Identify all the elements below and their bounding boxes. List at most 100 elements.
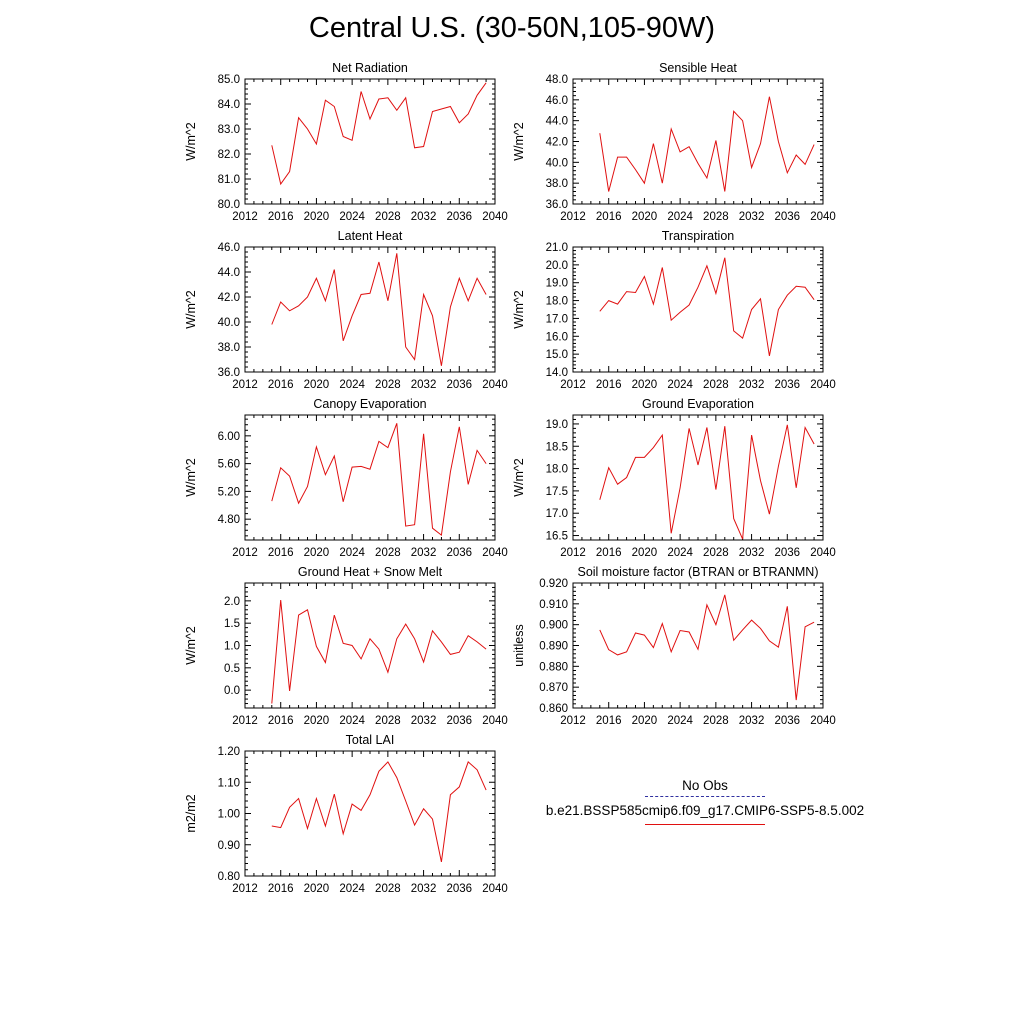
x-tick-label: 2020 — [304, 379, 330, 391]
legend-series-line — [645, 824, 765, 825]
x-tick-label: 2024 — [667, 211, 693, 223]
panel-title: Ground Evaporation — [642, 397, 754, 411]
x-tick-label: 2036 — [446, 715, 472, 727]
x-tick-label: 2032 — [739, 547, 765, 559]
x-tick-label: 2040 — [810, 379, 836, 391]
x-tick-label: 2016 — [268, 379, 294, 391]
y-tick-label: 0.890 — [539, 641, 568, 653]
chart-panel-4: Transpiration W/m^2 2012 2016 2020 2024 2028 20… — [512, 229, 836, 391]
panel-title: Transpiration — [662, 229, 735, 243]
x-tick-label: 2036 — [446, 211, 472, 223]
x-tick-label: 2032 — [739, 715, 765, 727]
y-axis-label: W/m^2 — [512, 458, 526, 497]
y-tick-label: 83.0 — [218, 124, 240, 136]
x-tick-label: 2024 — [667, 715, 693, 727]
panel-title: Ground Heat + Snow Melt — [298, 565, 443, 579]
series-line — [599, 96, 815, 192]
chart-panel-6: Ground Evaporation W/m^2 2012 2016 2020 2024 2… — [512, 397, 836, 559]
x-tick-label: 2012 — [560, 379, 586, 391]
legend-obs-line — [645, 796, 765, 797]
x-tick-label: 2036 — [774, 715, 800, 727]
y-tick-label: 19.0 — [546, 278, 568, 290]
legend-series-label: b.e21.BSSP585cmip6.f09_g17.CMIP6-SSP5-8.… — [545, 803, 865, 818]
y-tick-label: 0.860 — [539, 703, 568, 715]
series-line — [271, 253, 487, 366]
x-tick-label: 2032 — [411, 883, 437, 895]
y-tick-label: 85.0 — [218, 74, 240, 86]
y-axis-label: W/m^2 — [184, 122, 198, 161]
series-line — [599, 257, 815, 356]
y-tick-label: 21.0 — [546, 242, 568, 254]
x-tick-label: 2012 — [232, 547, 258, 559]
x-tick-label: 2032 — [739, 211, 765, 223]
x-tick-label: 2020 — [304, 547, 330, 559]
series-line — [599, 594, 815, 701]
x-tick-label: 2024 — [339, 715, 365, 727]
chart-panel-2: Sensible Heat W/m^2 2012 2016 2020 2024 2028 20… — [512, 61, 836, 223]
x-tick-label: 2028 — [375, 883, 401, 895]
x-tick-label: 2012 — [560, 211, 586, 223]
y-tick-label: 16.0 — [546, 331, 568, 343]
y-tick-label: 15.0 — [546, 349, 568, 361]
x-tick-label: 2016 — [268, 883, 294, 895]
x-tick-label: 2036 — [446, 379, 472, 391]
y-axis-label: W/m^2 — [512, 122, 526, 161]
y-tick-label: 14.0 — [546, 367, 568, 379]
x-tick-label: 2024 — [339, 379, 365, 391]
panel-title: Net Radiation — [332, 61, 408, 75]
y-tick-label: 0.90 — [218, 840, 240, 852]
panel-title: Total LAI — [346, 733, 395, 747]
y-tick-label: 81.0 — [218, 174, 240, 186]
x-tick-label: 2024 — [339, 883, 365, 895]
panel-title: Sensible Heat — [659, 61, 737, 75]
x-tick-label: 2036 — [774, 547, 800, 559]
x-tick-label: 2028 — [703, 379, 729, 391]
y-tick-label: 1.10 — [218, 777, 240, 789]
x-tick-label: 2036 — [774, 379, 800, 391]
x-tick-label: 2036 — [446, 547, 472, 559]
x-tick-label: 2032 — [411, 715, 437, 727]
x-tick-label: 2036 — [774, 211, 800, 223]
y-tick-label: 82.0 — [218, 149, 240, 161]
x-tick-label: 2020 — [632, 379, 658, 391]
y-tick-label: 0.900 — [539, 620, 568, 632]
y-tick-label: 1.5 — [224, 618, 240, 630]
y-tick-label: 6.00 — [218, 431, 240, 443]
x-tick-label: 2040 — [810, 211, 836, 223]
x-tick-label: 2040 — [482, 547, 508, 559]
x-tick-label: 2036 — [446, 883, 472, 895]
y-tick-label: 17.5 — [546, 486, 568, 498]
x-tick-label: 2012 — [232, 715, 258, 727]
x-tick-label: 2040 — [482, 715, 508, 727]
figure-title: Central U.S. (30-50N,105-90W) — [308, 12, 716, 44]
plot-frame — [244, 750, 496, 877]
plot-frame — [244, 582, 496, 709]
plot-frame — [244, 246, 496, 373]
x-tick-label: 2020 — [304, 883, 330, 895]
chart-panel-8: Soil moisture factor (BTRAN or BTRANMN) u… — [512, 565, 836, 727]
x-tick-label: 2040 — [482, 211, 508, 223]
y-axis-label: W/m^2 — [512, 290, 526, 329]
y-tick-label: 38.0 — [546, 178, 568, 190]
y-tick-label: 18.0 — [546, 464, 568, 476]
x-tick-label: 2028 — [375, 211, 401, 223]
y-tick-label: 38.0 — [218, 342, 240, 354]
x-tick-label: 2028 — [703, 547, 729, 559]
y-tick-label: 16.5 — [546, 531, 568, 543]
x-tick-label: 2024 — [667, 547, 693, 559]
y-tick-label: 36.0 — [546, 199, 568, 211]
y-axis-label: W/m^2 — [184, 626, 198, 665]
chart-panel-3: Latent Heat W/m^2 2012 2016 2020 2024 2028 2032… — [184, 229, 508, 391]
x-tick-label: 2016 — [268, 211, 294, 223]
y-tick-label: 2.0 — [224, 596, 240, 608]
x-tick-label: 2016 — [268, 547, 294, 559]
series-line — [271, 423, 487, 537]
y-tick-label: 0.80 — [218, 871, 240, 883]
x-tick-label: 2028 — [375, 379, 401, 391]
y-tick-label: 40.0 — [546, 157, 568, 169]
y-tick-label: 5.60 — [218, 459, 240, 471]
x-tick-label: 2040 — [810, 715, 836, 727]
y-tick-label: 40.0 — [218, 317, 240, 329]
plot-frame — [244, 78, 496, 205]
